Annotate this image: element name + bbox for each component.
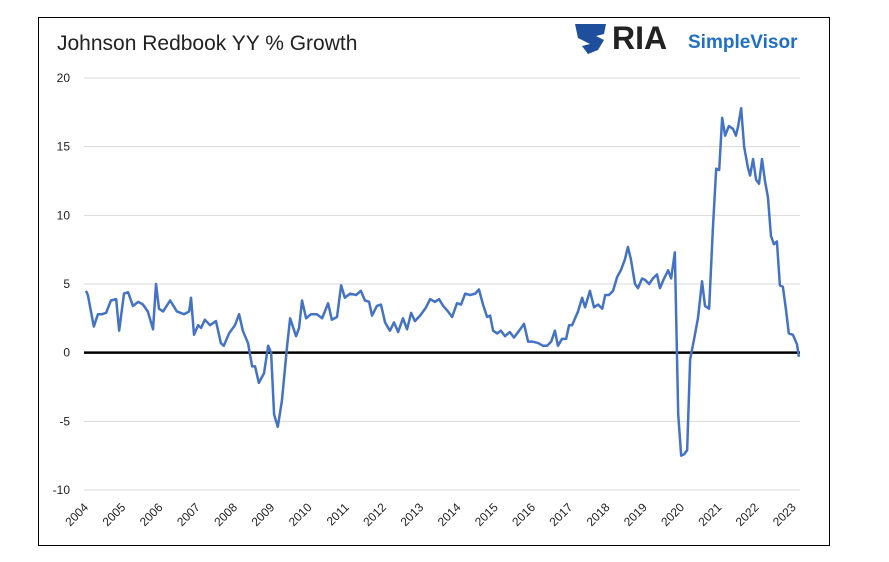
y-tick-label: 20 [57, 71, 71, 85]
y-tick-label: -10 [53, 483, 71, 497]
y-tick-label: 0 [63, 346, 70, 360]
chart-frame [38, 17, 830, 546]
y-tick-label: 15 [57, 140, 71, 154]
y-tick-label: 10 [57, 208, 71, 222]
y-tick-label: -5 [59, 414, 70, 428]
data-line [84, 106, 801, 457]
chart-title: Johnson Redbook YY % Growth [57, 32, 357, 55]
y-tick-label: 5 [63, 277, 70, 291]
logo-sub: SimpleVisor [688, 32, 798, 53]
logo-icon [575, 24, 606, 54]
logo-main: RIA [612, 20, 667, 56]
logo: RIA SimpleVisor [575, 20, 798, 56]
